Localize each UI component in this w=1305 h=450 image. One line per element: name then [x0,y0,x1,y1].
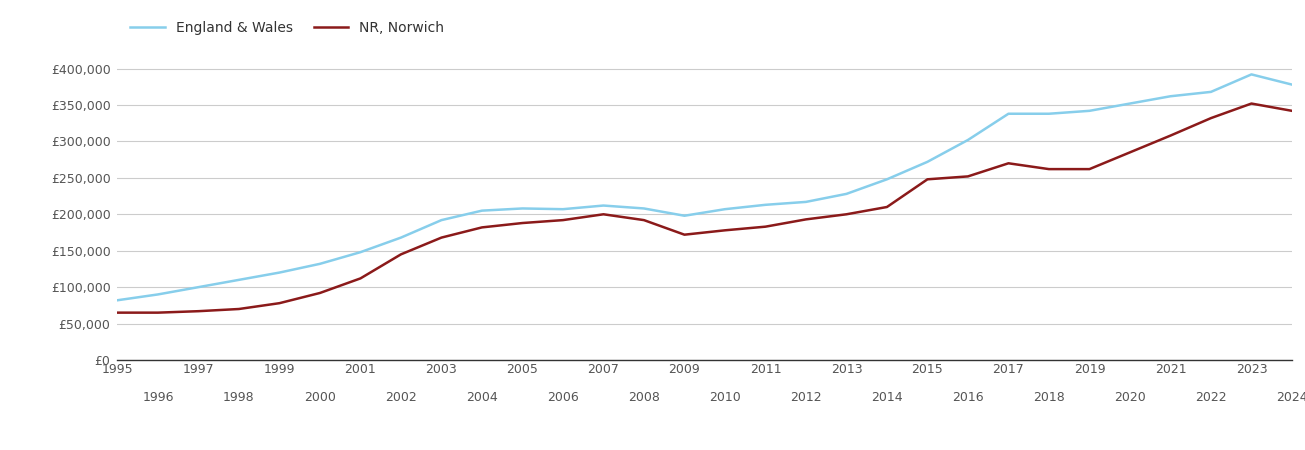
NR, Norwich [1041,166,1057,172]
NR, Norwich [880,204,895,210]
England & Wales [1041,111,1057,117]
England & Wales [312,261,328,266]
NR, Norwich [1284,108,1300,113]
Text: 2020: 2020 [1114,391,1146,404]
England & Wales [1001,111,1017,117]
NR, Norwich [514,220,530,226]
England & Wales [1203,89,1219,94]
Text: 2024: 2024 [1276,391,1305,404]
England & Wales [595,203,611,208]
England & Wales [110,297,125,303]
Text: 2022: 2022 [1195,391,1227,404]
England & Wales [393,235,408,240]
Text: 2006: 2006 [547,391,579,404]
England & Wales [1163,94,1178,99]
England & Wales [636,206,651,211]
NR, Norwich [799,217,814,222]
England & Wales [150,292,166,297]
NR, Norwich [718,228,733,233]
Text: 1996: 1996 [142,391,174,404]
NR, Norwich [150,310,166,315]
England & Wales [1244,72,1259,77]
NR, Norwich [1203,115,1219,121]
England & Wales [960,137,976,143]
Line: NR, Norwich: NR, Norwich [117,104,1292,313]
NR, Norwich [1082,166,1098,172]
NR, Norwich [474,225,489,230]
Text: 2010: 2010 [709,391,741,404]
Text: 2014: 2014 [872,391,903,404]
Text: 2016: 2016 [953,391,984,404]
NR, Norwich [1001,161,1017,166]
England & Wales [474,208,489,213]
England & Wales [718,207,733,212]
England & Wales [880,176,895,182]
NR, Norwich [110,310,125,315]
England & Wales [1284,82,1300,87]
NR, Norwich [1244,101,1259,106]
NR, Norwich [231,306,247,312]
NR, Norwich [1122,150,1138,155]
Text: 2000: 2000 [304,391,335,404]
NR, Norwich [595,212,611,217]
England & Wales [514,206,530,211]
Line: England & Wales: England & Wales [117,74,1292,300]
England & Wales [231,277,247,283]
NR, Norwich [555,217,570,223]
Text: 1998: 1998 [223,391,254,404]
England & Wales [839,191,855,197]
NR, Norwich [312,290,328,296]
NR, Norwich [960,174,976,179]
Text: 2008: 2008 [628,391,660,404]
Text: 2002: 2002 [385,391,416,404]
NR, Norwich [758,224,774,230]
NR, Norwich [920,176,936,182]
NR, Norwich [393,252,408,257]
Legend: England & Wales, NR, Norwich: England & Wales, NR, Norwich [124,15,450,40]
NR, Norwich [271,301,287,306]
England & Wales [1082,108,1098,113]
NR, Norwich [636,217,651,223]
England & Wales [1122,101,1138,106]
NR, Norwich [191,309,206,314]
Text: 2018: 2018 [1034,391,1065,404]
England & Wales [676,213,692,218]
England & Wales [799,199,814,205]
Text: 2012: 2012 [790,391,822,404]
Text: 2004: 2004 [466,391,497,404]
England & Wales [433,217,449,223]
NR, Norwich [1163,133,1178,138]
NR, Norwich [433,235,449,240]
England & Wales [758,202,774,207]
England & Wales [352,249,368,255]
NR, Norwich [352,276,368,281]
England & Wales [920,159,936,165]
England & Wales [271,270,287,275]
England & Wales [191,284,206,290]
England & Wales [555,207,570,212]
NR, Norwich [676,232,692,238]
NR, Norwich [839,212,855,217]
